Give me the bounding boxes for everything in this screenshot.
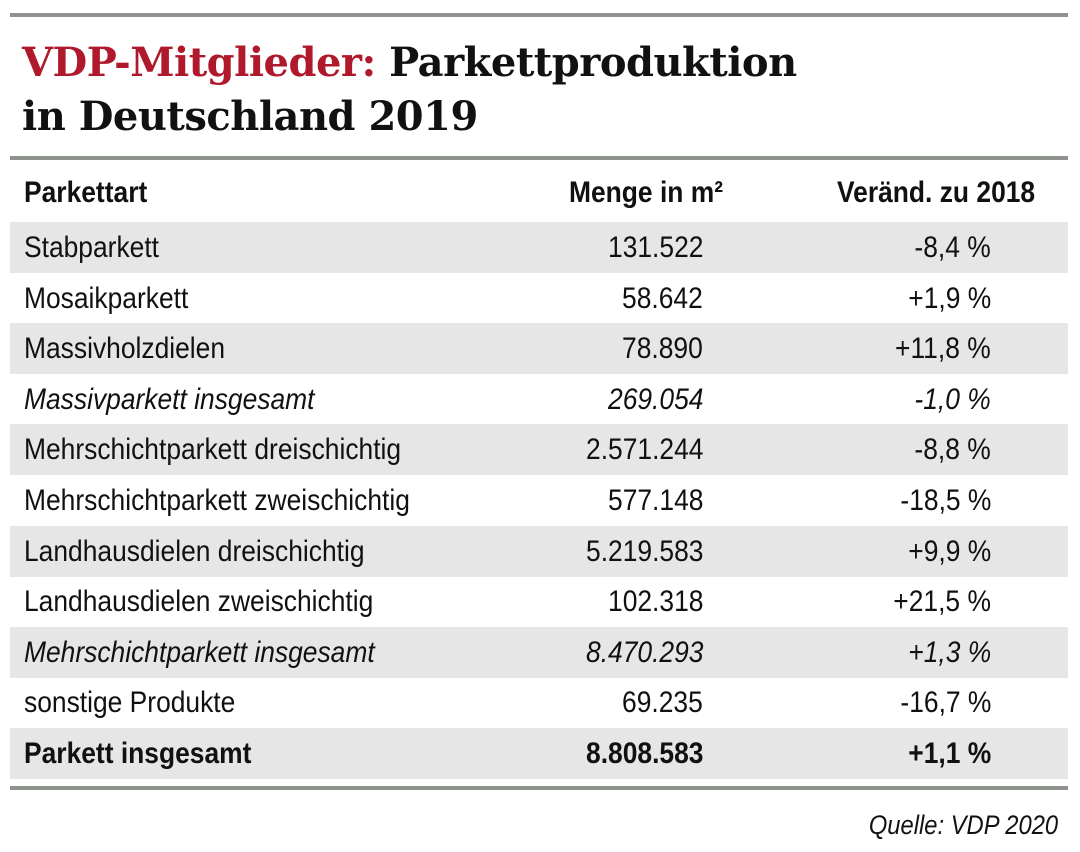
cell-menge: 78.890 (622, 332, 703, 366)
cell-change: +1,9 % (908, 281, 991, 315)
table-row: Mehrschichtparkett dreischichtig 2.571.24… (10, 424, 1068, 476)
bottom-rule (10, 786, 1068, 790)
cell-menge: 8.470.293 (585, 635, 703, 669)
cell-menge: 131.522 (607, 231, 703, 264)
table-row: Mehrschichtparkett zweischichtig 577.148 -… (10, 475, 1068, 526)
table-row: Landhausdielen dreischichtig 5.219.583 +9,… (10, 525, 1068, 577)
table-row: Landhausdielen zweischichtig 102.318 +21,5… (10, 576, 1068, 627)
cell-change: +1,1 % (908, 737, 991, 770)
cell-change: +21,5 % (893, 585, 991, 619)
cell-change: -8,8 % (914, 433, 991, 467)
cell-parkettart: Landhausdielen zweischichtig (24, 585, 374, 619)
header-change: Veränd. zu 2018 (836, 176, 1035, 209)
title-rule (10, 156, 1068, 160)
cell-menge: 2.571.244 (585, 433, 703, 467)
cell-change: +11,8 % (895, 332, 991, 366)
cell-parkettart: Mehrschichtparkett dreischichtig (24, 433, 402, 467)
cell-parkettart: Stabparkett (24, 231, 160, 264)
title-line2: in Deutschland 2019 (22, 93, 478, 140)
cell-menge: 577.148 (607, 484, 703, 517)
page-title: VDP-Mitglieder: Parkettproduktion in Deu… (22, 36, 797, 144)
cell-change: -8,4 % (914, 231, 991, 264)
cell-menge: 8.808.583 (585, 737, 703, 770)
cell-change: -1,0 % (914, 382, 991, 416)
cell-change: -16,7 % (900, 686, 991, 720)
cell-change: -18,5 % (900, 484, 991, 517)
header-parkettart: Parkettart (24, 176, 148, 209)
cell-parkettart: Parkett insgesamt (24, 737, 252, 770)
cell-parkettart: sonstige Produkte (24, 686, 236, 720)
cell-menge: 5.219.583 (585, 534, 703, 568)
cell-parkettart: Landhausdielen dreischichtig (24, 534, 365, 568)
title-rest: Parkettproduktion (375, 39, 797, 86)
table-row: Stabparkett 131.522 -8,4 % (10, 222, 1068, 273)
cell-parkettart: Mosaikparkett (24, 281, 189, 315)
table-row: Parkett insgesamt 8.808.583 +1,1 % (10, 728, 1068, 779)
cell-menge: 58.642 (622, 281, 703, 315)
header-menge: Menge in m² (568, 176, 723, 209)
table-row: Massivholzdielen 78.890 +11,8 % (10, 323, 1068, 375)
cell-parkettart: Mehrschichtparkett zweischichtig (24, 484, 410, 517)
title-highlight: VDP-Mitglieder: (22, 39, 376, 86)
cell-parkettart: Massivholzdielen (24, 332, 226, 366)
top-rule (10, 13, 1068, 17)
table-row: Mehrschichtparkett insgesamt 8.470.293 +1,… (10, 626, 1068, 678)
table-row: Mosaikparkett 58.642 +1,9 % (10, 273, 1068, 324)
cell-parkettart: Mehrschichtparkett insgesamt (24, 635, 375, 669)
table-row: sonstige Produkte 69.235 -16,7 % (10, 677, 1068, 728)
cell-menge: 102.318 (607, 585, 703, 619)
cell-parkettart: Massivparkett insgesamt (24, 382, 315, 416)
cell-menge: 69.235 (622, 686, 703, 720)
table-row: Massivparkett insgesamt 269.054 -1,0 % (10, 374, 1068, 425)
source-note: Quelle: VDP 2020 (868, 810, 1058, 840)
cell-change: +1,3 % (908, 635, 991, 669)
cell-change: +9,9 % (908, 534, 991, 568)
cell-menge: 269.054 (607, 382, 703, 416)
